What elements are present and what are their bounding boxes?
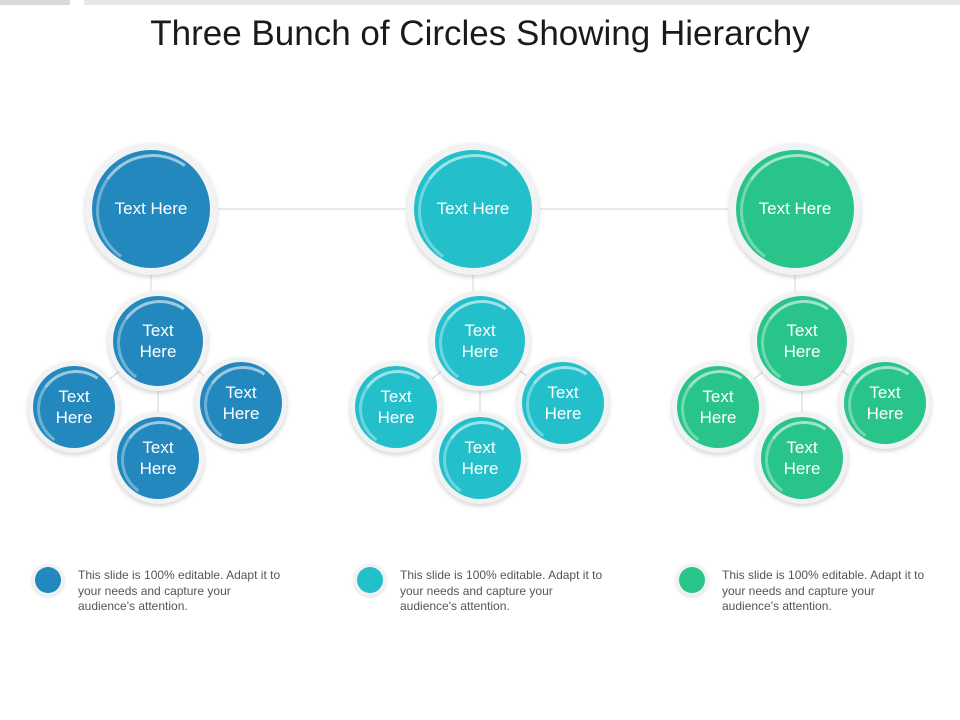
group-1-top-circle-label: Text Here [114,199,188,219]
group-2-bottom-circle-fill: Text Here [439,417,521,499]
group-2-right-circle: Text Here [517,357,609,449]
slide-title: Three Bunch of Circles Showing Hierarchy [150,14,810,53]
legend-dot-3 [676,564,708,596]
group-2-bottom-circle-label: Text Here [461,437,499,478]
group-1-left-circle-label: Text Here [55,386,93,427]
legend-dot-fill [679,567,705,593]
legend-dot-1 [32,564,64,596]
legend-dot-fill [35,567,61,593]
legend-text-3: This slide is 100% editable. Adapt it to… [722,568,925,614]
group-2-left-circle: Text Here [350,361,442,453]
group-3-top-circle-label: Text Here [758,199,832,219]
group-3-left-circle: Text Here [672,361,764,453]
group-2-center-circle-label: Text Here [461,320,499,361]
group-1-center-circle-label: Text Here [139,320,177,361]
group-2-right-circle-label: Text Here [544,382,582,423]
group-2-right-circle-fill: Text Here [522,362,604,444]
group-2-bottom-circle: Text Here [434,412,526,504]
group-3-right-circle-fill: Text Here [844,362,926,444]
group-1-right-circle: Text Here [195,357,287,449]
group-1-bottom-circle: Text Here [112,412,204,504]
group-2-top-circle-fill: Text Here [414,150,532,268]
group-1-right-circle-fill: Text Here [200,362,282,444]
group-3-center-circle-label: Text Here [783,320,821,361]
group-3-bottom-circle: Text Here [756,412,848,504]
top-accent-segment [84,0,960,5]
group-3-bottom-circle-fill: Text Here [761,417,843,499]
group-1-left-circle: Text Here [28,361,120,453]
group-1-right-circle-label: Text Here [222,382,260,423]
group-2-left-circle-label: Text Here [377,386,415,427]
group-3-right-circle-label: Text Here [866,382,904,423]
group-3-top-circle-fill: Text Here [736,150,854,268]
legend-dot-fill [357,567,383,593]
legend-text-2: This slide is 100% editable. Adapt it to… [400,568,603,614]
group-1-center-circle-fill: Text Here [113,296,203,386]
group-2-top-circle: Text Here [407,143,539,275]
group-1-bottom-circle-fill: Text Here [117,417,199,499]
group-3-bottom-circle-label: Text Here [783,437,821,478]
group-1-left-circle-fill: Text Here [33,366,115,448]
group-2-center-circle-fill: Text Here [435,296,525,386]
group-1-top-circle-fill: Text Here [92,150,210,268]
legend-text-1: This slide is 100% editable. Adapt it to… [78,568,281,614]
group-3-right-circle: Text Here [839,357,931,449]
group-2-left-circle-fill: Text Here [355,366,437,448]
top-accent-bar [0,0,960,6]
group-3-left-circle-label: Text Here [699,386,737,427]
legend-dot-2 [354,564,386,596]
group-1-bottom-circle-label: Text Here [139,437,177,478]
group-1-center-circle: Text Here [108,291,208,391]
group-3-top-circle: Text Here [729,143,861,275]
group-2-center-circle: Text Here [430,291,530,391]
group-2-top-circle-label: Text Here [436,199,510,219]
group-1-top-circle: Text Here [85,143,217,275]
group-3-left-circle-fill: Text Here [677,366,759,448]
top-accent-segment [0,0,70,5]
group-3-center-circle: Text Here [752,291,852,391]
group-3-center-circle-fill: Text Here [757,296,847,386]
